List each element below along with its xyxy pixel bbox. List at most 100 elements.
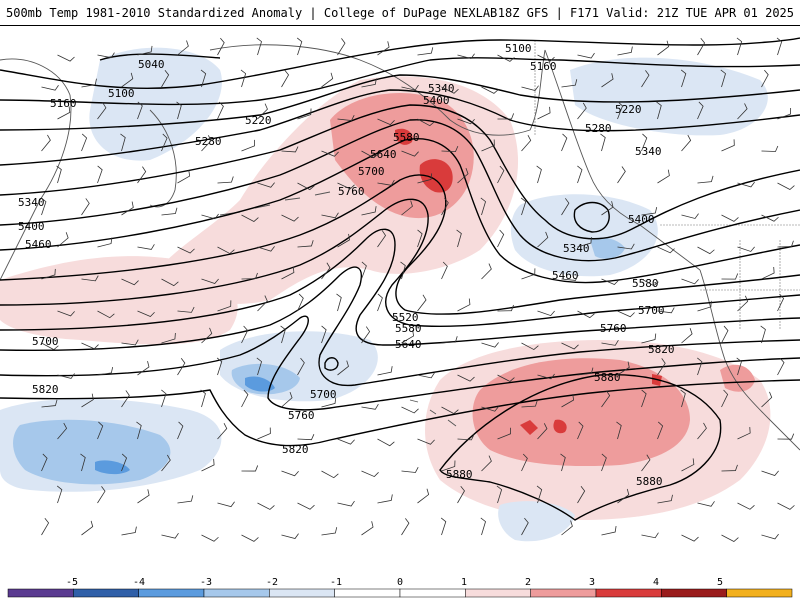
wind-barb [321, 397, 337, 408]
contour-5700 [0, 266, 800, 387]
wind-barb [681, 278, 699, 285]
map-panel: 5040 5100 5100 5160 5160 5220 5220 5280 … [0, 37, 800, 542]
colorbar-tick-label: -4 [133, 577, 145, 588]
wind-barb [657, 421, 664, 440]
wind-barb [321, 212, 339, 219]
wind-barb [400, 261, 406, 280]
wind-barb [681, 213, 699, 219]
wind-barb [281, 214, 299, 222]
colorbar-tick-label: -1 [330, 577, 342, 588]
wind-barb [97, 102, 107, 120]
wind-barb [161, 69, 170, 88]
wind-barb [121, 278, 139, 286]
wind-barb [480, 197, 487, 216]
wind-barb [697, 175, 714, 184]
wind-barb [537, 310, 555, 317]
wind-barb [81, 275, 99, 282]
height-contours [0, 37, 800, 521]
wind-barb [137, 45, 153, 56]
wind-barb [201, 327, 213, 344]
contour-5580 [0, 198, 800, 328]
wind-barb [217, 501, 235, 508]
wind-barb [161, 278, 179, 287]
wind-barb [601, 525, 617, 536]
wind-barb [257, 103, 268, 120]
wind-barb [297, 182, 315, 191]
political-borders [534, 40, 800, 330]
wind-barb [457, 53, 475, 60]
wind-barb [280, 325, 286, 344]
wind-barb [81, 393, 94, 408]
wind-barb [616, 421, 622, 440]
wind-barb [121, 390, 130, 408]
wind-barb [241, 534, 259, 542]
coastline-alaska [209, 44, 546, 136]
wind-barb [761, 533, 779, 540]
wind-barb [441, 86, 459, 94]
contour-label: 5520 [392, 311, 419, 324]
wind-barb [521, 400, 538, 408]
wind-barb [761, 391, 773, 408]
wind-barb [321, 325, 327, 344]
wind-barb [441, 460, 456, 472]
wind-barb [497, 113, 515, 120]
wind-barb [177, 421, 184, 440]
contour-label: 5280 [585, 122, 612, 135]
wind-barb [777, 240, 794, 248]
wind-barb [561, 342, 579, 350]
wind-barb [761, 470, 779, 476]
wind-barb [521, 134, 532, 152]
wind-barb [297, 108, 312, 120]
wind-barb [457, 167, 469, 184]
wind-barb [537, 106, 551, 120]
wind-barb [577, 165, 583, 184]
colorbar-segments [7, 588, 793, 598]
colorbar-tick-label: 1 [461, 577, 467, 588]
wind-barb [617, 166, 626, 184]
wind-barb [777, 502, 795, 510]
colorbar-segment [530, 588, 597, 598]
warm-anomaly-subtropics-strong [472, 358, 690, 467]
wind-barb [297, 293, 304, 312]
warm-anomaly-subtropics-peak [520, 374, 662, 435]
wind-barb [417, 229, 423, 248]
wind-barb [177, 306, 195, 313]
wind-barb [497, 374, 515, 382]
wind-barb [161, 532, 179, 539]
wind-barb [521, 85, 539, 92]
wind-barb [761, 266, 775, 280]
contour-label: 5040 [138, 58, 165, 71]
wind-barb [177, 358, 186, 376]
wind-barb [681, 134, 692, 152]
coastline-aleutians [219, 191, 331, 216]
anomaly-colorbar: -5 -4 -3 -2 -1 0 1 2 3 4 5 [0, 574, 800, 600]
wind-barb [177, 40, 189, 56]
contour-label: 5880 [446, 468, 473, 481]
wind-barb [281, 266, 295, 280]
wind-barb [761, 69, 769, 88]
contour-label: 5820 [32, 383, 59, 396]
wind-barb [776, 37, 783, 56]
wind-barb [680, 389, 686, 408]
wind-barb [417, 47, 434, 56]
wind-barb [361, 206, 377, 216]
contour-label: 5580 [393, 131, 420, 144]
wind-barb [297, 357, 305, 376]
wind-barb [697, 37, 706, 56]
contour-label: 5400 [18, 220, 45, 233]
wind-barb [497, 54, 515, 62]
wind-barb [80, 453, 86, 472]
contour-label: 5100 [505, 42, 532, 55]
contour-label: 5220 [615, 103, 642, 116]
wind-barb [377, 438, 395, 447]
wind-barb [257, 182, 275, 188]
contour-5220 [0, 74, 800, 131]
wind-barb [201, 213, 219, 220]
wind-barb [536, 165, 542, 184]
wind-barb [496, 485, 503, 504]
wind-barb [601, 453, 607, 472]
wind-barb [721, 464, 738, 472]
wind-barb [321, 262, 331, 280]
contour-label: 5760 [288, 409, 315, 422]
wind-barb [721, 325, 729, 344]
